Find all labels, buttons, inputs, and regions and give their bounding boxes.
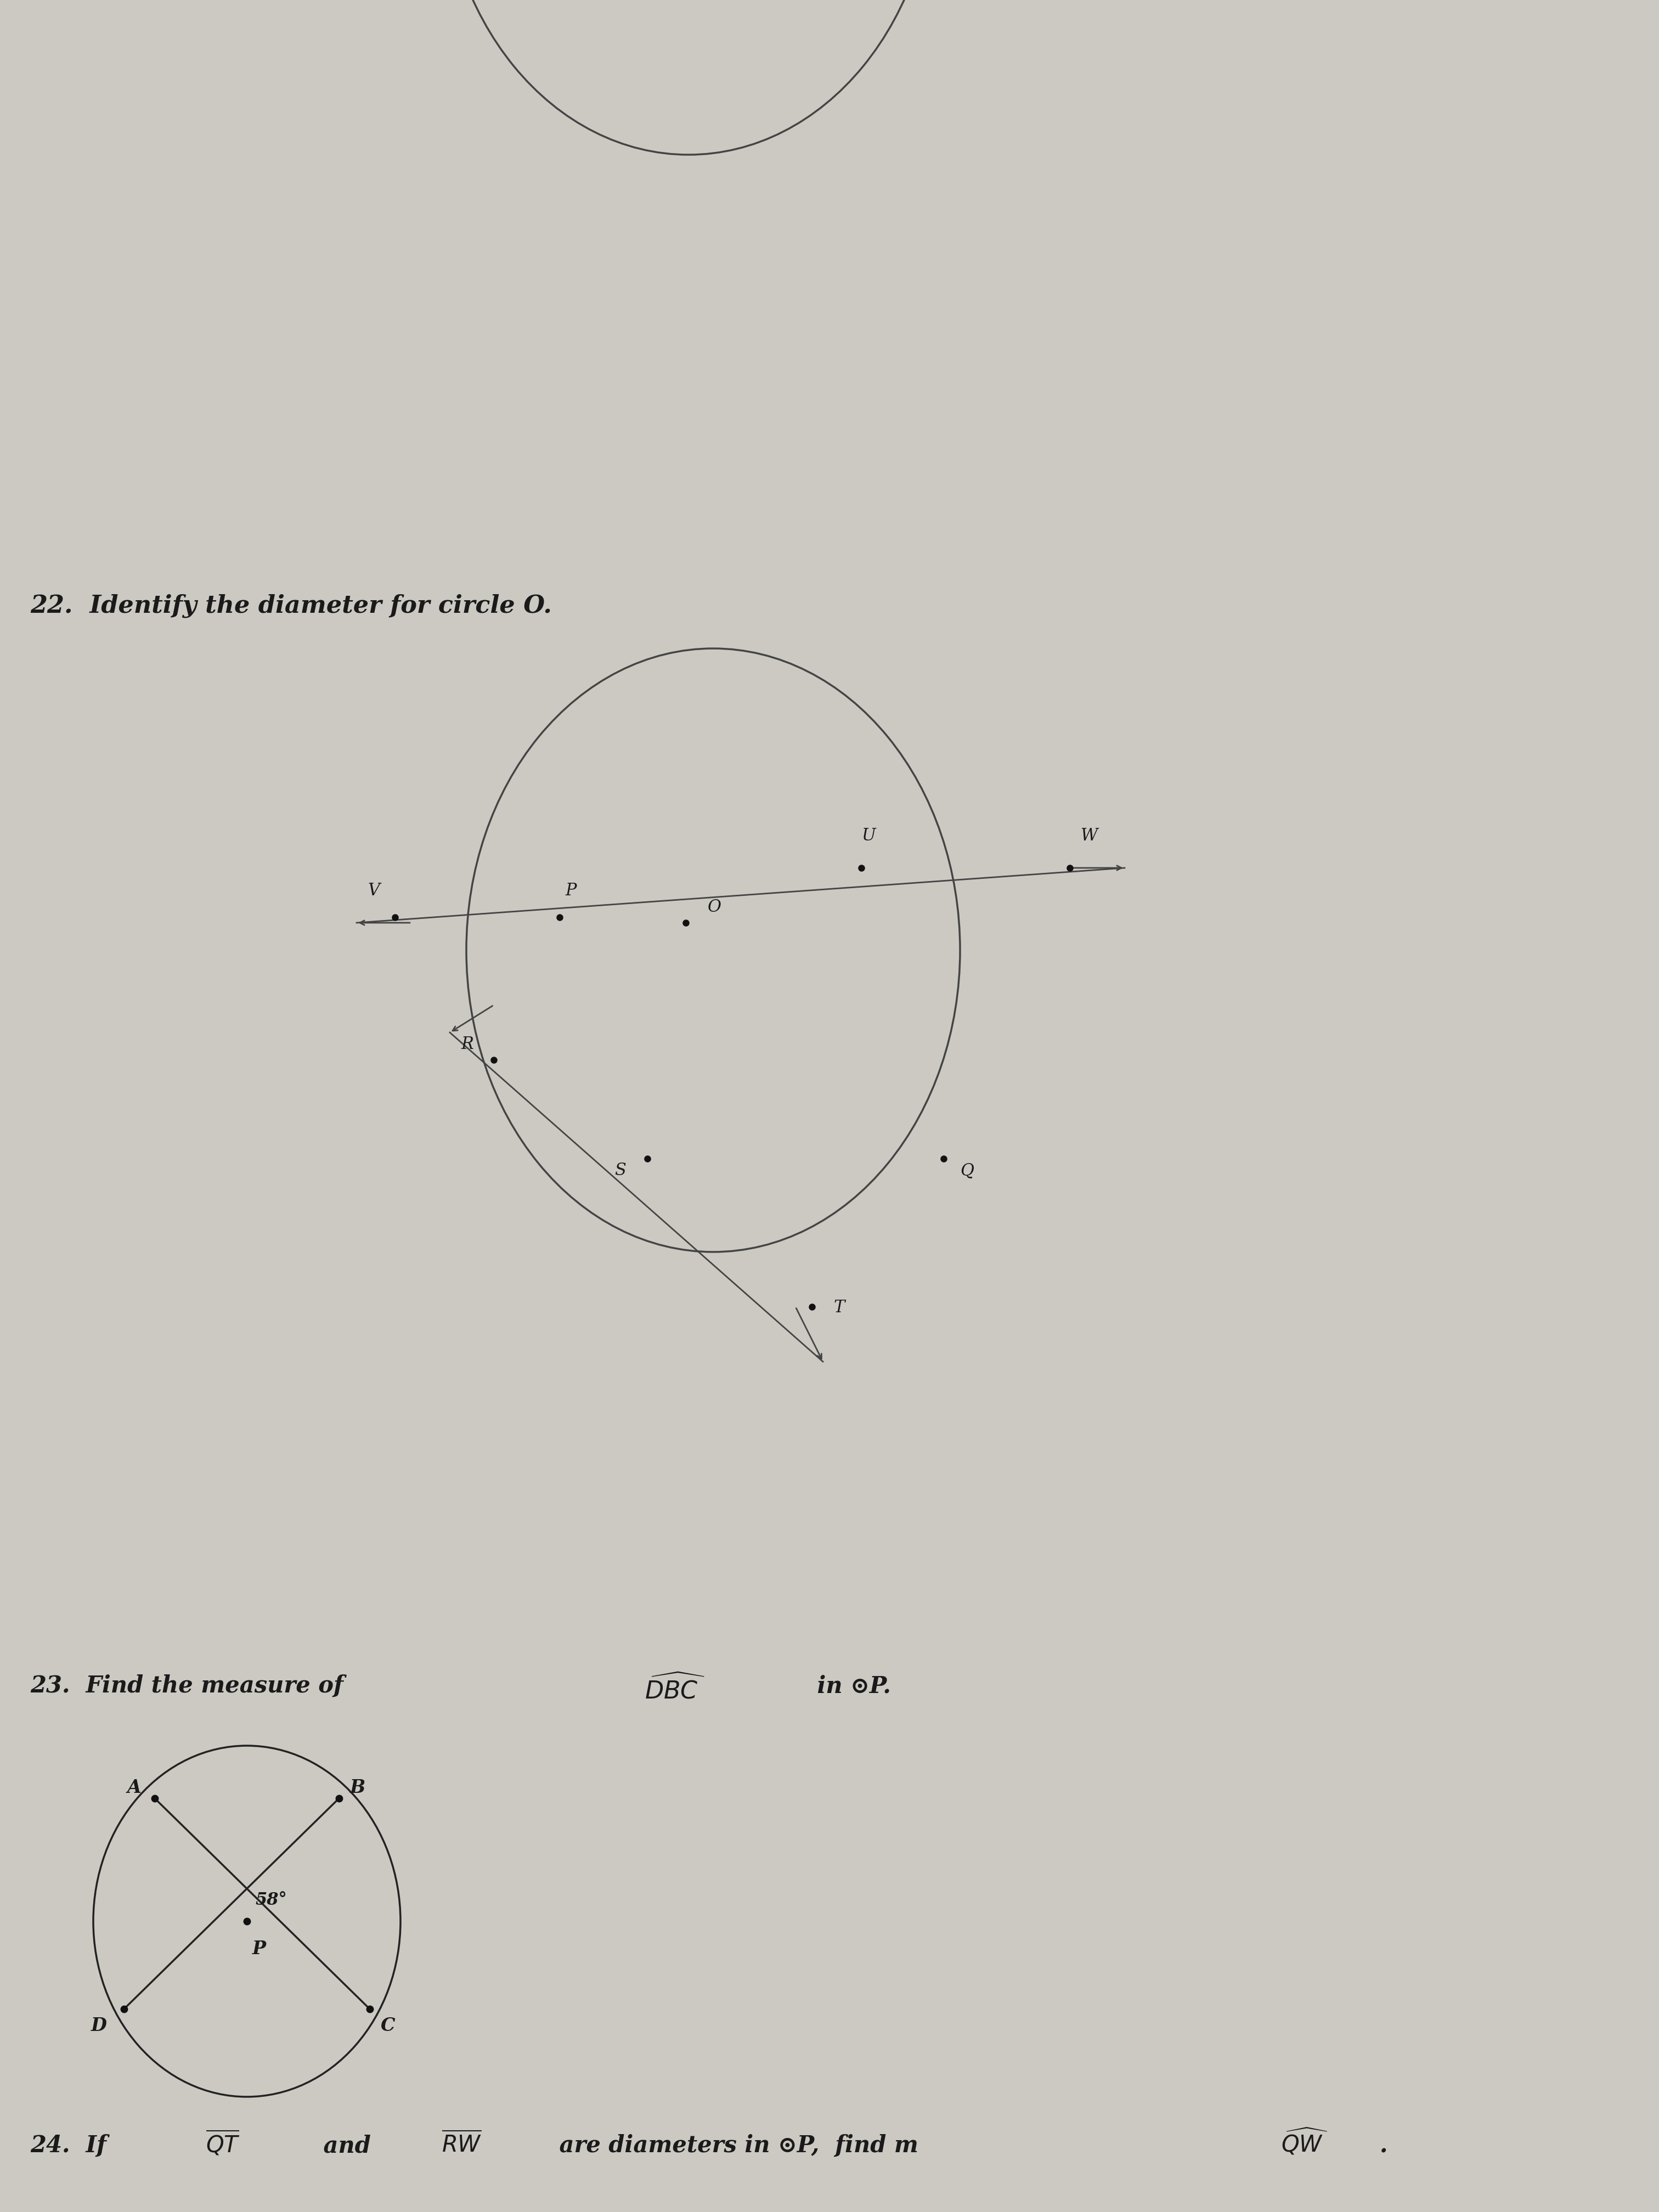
Text: and: and xyxy=(315,2135,378,2157)
Text: 22.  Identify the diameter for circle O.: 22. Identify the diameter for circle O. xyxy=(30,593,552,617)
Text: $\widehat{DBC}$: $\widehat{DBC}$ xyxy=(645,1674,705,1703)
Text: $\overline{RW}$: $\overline{RW}$ xyxy=(441,2132,481,2157)
Text: Q: Q xyxy=(961,1161,974,1179)
Text: R: R xyxy=(461,1035,473,1053)
Text: are diameters in ⊙P,  find m: are diameters in ⊙P, find m xyxy=(551,2135,926,2157)
Text: $\overline{QT}$: $\overline{QT}$ xyxy=(206,2128,241,2157)
Text: W: W xyxy=(1080,827,1098,845)
Text: D: D xyxy=(91,2017,106,2035)
Text: O: O xyxy=(708,898,722,916)
Text: B: B xyxy=(350,1778,365,1796)
Text: U: U xyxy=(861,827,876,845)
Text: $\widehat{QW}$: $\widehat{QW}$ xyxy=(1281,2128,1327,2157)
Text: in ⊙P.: in ⊙P. xyxy=(810,1674,891,1697)
Text: S: S xyxy=(614,1161,625,1179)
Text: A: A xyxy=(128,1778,141,1796)
Text: 23.  Find the measure of: 23. Find the measure of xyxy=(30,1674,352,1697)
Text: 58°: 58° xyxy=(255,1891,287,1909)
Text: P: P xyxy=(566,883,576,898)
Text: C: C xyxy=(380,2017,395,2035)
Text: 24.  If: 24. If xyxy=(30,2135,114,2157)
Text: P: P xyxy=(252,1940,265,1958)
Text: .: . xyxy=(1380,2135,1387,2157)
Text: V: V xyxy=(368,883,380,898)
Text: T: T xyxy=(834,1298,844,1316)
